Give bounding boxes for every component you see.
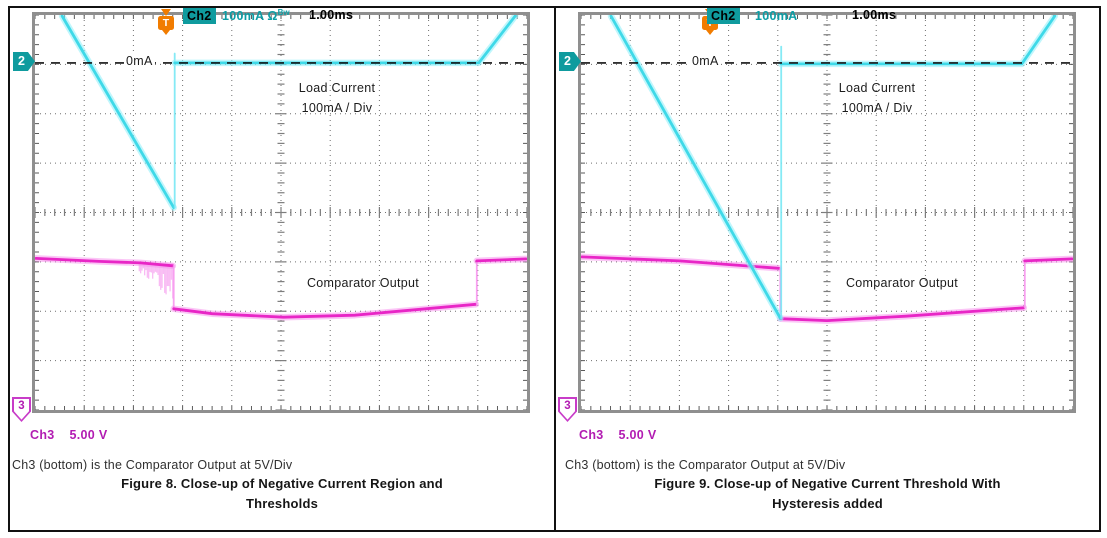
ch2-readout-badge: Ch2 xyxy=(183,8,216,24)
channel-3-marker-number: 3 xyxy=(13,398,30,420)
channel-3-marker-number: 3 xyxy=(559,398,576,420)
zero-ma-label: 0mA xyxy=(124,54,155,68)
figure-8-panel: 2 T 0mA Load Current 100mA / Div Compara… xyxy=(10,8,556,530)
channel-2-marker: 2 xyxy=(13,52,35,71)
ch3-readout: Ch3 5.00 V xyxy=(30,428,107,442)
load-current-label: Load Current 100mA / Div xyxy=(805,78,949,118)
comparator-output-label: Comparator Output xyxy=(845,276,959,290)
timebase-readout: 1.00ms xyxy=(309,8,354,22)
ch3-readout: Ch3 5.00 V xyxy=(579,428,656,442)
ch3-readout-scale: 5.00 V xyxy=(69,428,108,442)
trigger-tip-icon xyxy=(162,30,170,35)
channel-2-marker: 2 xyxy=(559,52,581,71)
comparator-output-label: Comparator Output xyxy=(306,276,420,290)
load-current-label-line2: 100mA / Div xyxy=(841,101,913,115)
timebase-readout: 1.00ms xyxy=(852,8,897,22)
trigger-tip-icon xyxy=(706,30,714,35)
figure-title-line1: Figure 9. Close-up of Negative Current T… xyxy=(654,476,1001,491)
ch3-readout-name: Ch3 xyxy=(30,428,55,442)
figure-9-panel: 2 T 0mA Load Current 100mA / Div Compara… xyxy=(556,8,1099,530)
ch2-scale-value: 100mA xyxy=(755,9,798,24)
ch2-scale-readout: 100mA ΩBw xyxy=(222,8,290,23)
load-current-label-line1: Load Current xyxy=(298,81,376,95)
figure-title-line2: Thresholds xyxy=(245,496,319,511)
ch2-scale-readout: 100mA xyxy=(755,8,798,23)
channel-3-marker: 3 xyxy=(558,397,577,422)
load-current-label: Load Current 100mA / Div xyxy=(265,78,409,118)
ch2-readout-badge: Ch2 xyxy=(707,8,740,24)
trigger-arrow-icon xyxy=(161,9,171,16)
figure-title-line2: Hysteresis added xyxy=(772,496,883,511)
zero-ma-label: 0mA xyxy=(690,54,721,68)
oscilloscope-graticule xyxy=(35,15,527,410)
load-current-label-line1: Load Current xyxy=(838,81,916,95)
figure-title-line1: Figure 8. Close-up of Negative Current R… xyxy=(121,476,443,491)
ch3-readout-name: Ch3 xyxy=(579,428,604,442)
load-current-label-line2: 100mA / Div xyxy=(301,101,373,115)
ch3-readout-scale: 5.00 V xyxy=(618,428,657,442)
figure-frame: 2 T 0mA Load Current 100mA / Div Compara… xyxy=(8,6,1101,532)
oscilloscope-display xyxy=(578,12,1076,413)
oscilloscope-display xyxy=(32,12,530,413)
ch2-coupling-symbol: Ω xyxy=(267,9,278,24)
bw-limit-icon: Bw xyxy=(277,8,290,17)
trigger-t-icon: T xyxy=(158,16,174,30)
channel-3-marker: 3 xyxy=(12,397,31,422)
trigger-t-marker: T xyxy=(157,9,175,35)
figure-caption-note: Ch3 (bottom) is the Comparator Output at… xyxy=(12,458,293,472)
oscilloscope-graticule xyxy=(581,15,1073,410)
figure-caption-note: Ch3 (bottom) is the Comparator Output at… xyxy=(565,458,846,472)
ch2-scale-value: 100mA xyxy=(222,9,265,24)
